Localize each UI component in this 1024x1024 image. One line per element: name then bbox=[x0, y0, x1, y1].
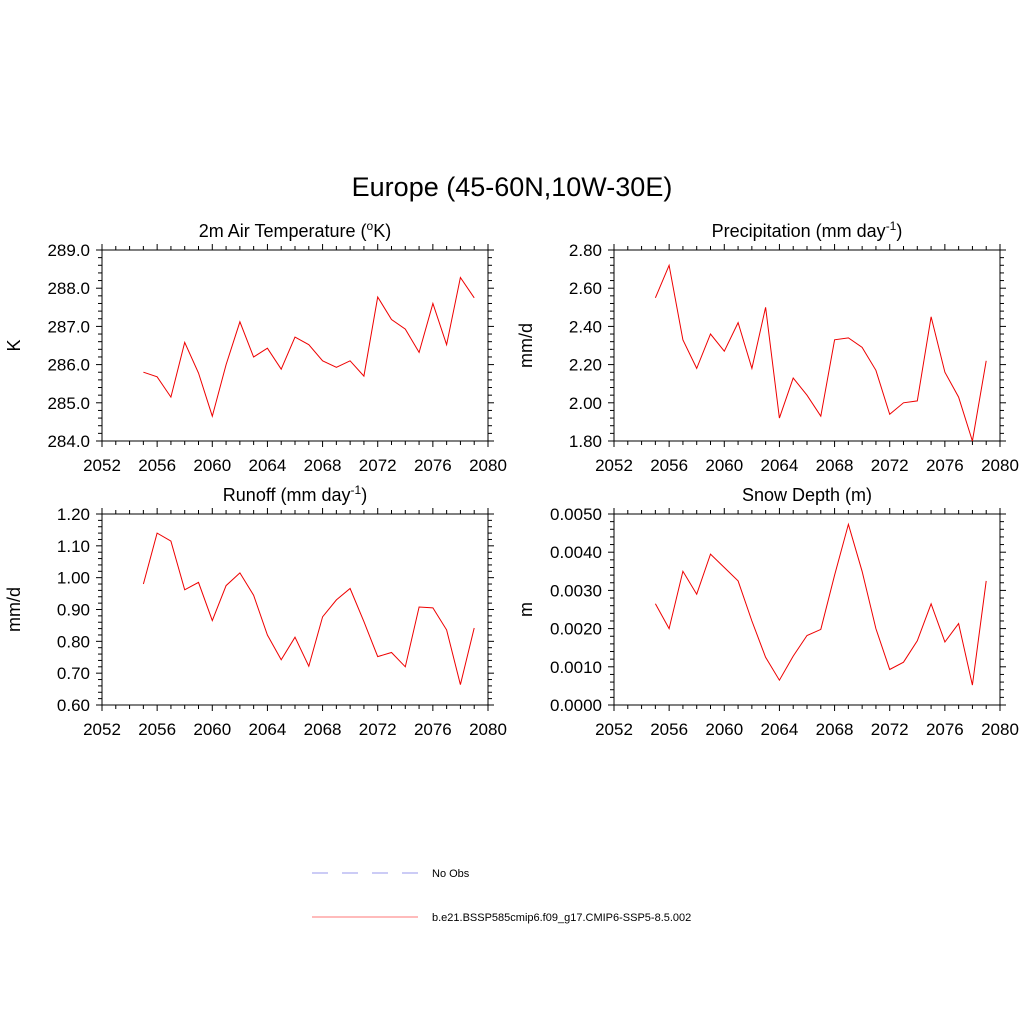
chart-3-ylabel: m bbox=[516, 602, 536, 617]
chart-1-xtick-label: 2064 bbox=[761, 456, 799, 475]
panel-precipitation: Precipitation (mm day-1) mm/d 2052 2056 2060… bbox=[516, 219, 1019, 475]
chart-3-title: Snow Depth (m) bbox=[742, 485, 872, 505]
chart-0-xtick-label: 2064 bbox=[249, 456, 287, 475]
panel-air-temperature: 2m Air Temperature (oK) K 2052 2056 2060 2064… bbox=[4, 219, 507, 475]
chart-1-ytick-label: 2.80 bbox=[569, 241, 602, 260]
chart-3-xtick-label: 2060 bbox=[705, 720, 743, 739]
chart-2-ytick-label: 1.20 bbox=[57, 505, 90, 524]
chart-2-xtick-label: 2076 bbox=[414, 720, 452, 739]
chart-2-ytick-label: 0.70 bbox=[57, 664, 90, 683]
chart-1-ylabel: mm/d bbox=[516, 323, 536, 368]
chart-1-title-main: Precipitation (mm day bbox=[712, 221, 886, 241]
chart-0-title-main: 2m Air Temperature ( bbox=[199, 221, 367, 241]
chart-2-ytick-label: 0.60 bbox=[57, 696, 90, 715]
chart-2-ytick-label: 0.90 bbox=[57, 601, 90, 620]
chart-0-xtick-label: 2060 bbox=[193, 456, 231, 475]
chart-2-xtick-label: 2068 bbox=[304, 720, 342, 739]
chart-3-series-line bbox=[654, 522, 987, 686]
chart-0-title-sup: o bbox=[367, 219, 374, 233]
chart-2-xtick-label: 2060 bbox=[193, 720, 231, 739]
chart-2-xtick-label: 2072 bbox=[359, 720, 397, 739]
chart-0-ytick-label: 287.0 bbox=[47, 317, 90, 336]
chart-3-ytick-label: 0.0030 bbox=[550, 581, 602, 600]
legend: No Obs b.e21.BSSP585cmip6.f09_g17.CMIP6-S… bbox=[312, 868, 691, 924]
chart-1-title-end: ) bbox=[896, 221, 902, 241]
chart-1-xtick-label: 2060 bbox=[705, 456, 743, 475]
chart-1-ytick-label: 2.20 bbox=[569, 356, 602, 375]
chart-0-title-end: K) bbox=[373, 221, 391, 241]
chart-2-frame bbox=[101, 513, 489, 706]
chart-0-ytick-label: 285.0 bbox=[47, 394, 90, 413]
chart-2-title-end: ) bbox=[361, 485, 367, 505]
chart-3-title-main: Snow Depth (m) bbox=[742, 485, 872, 505]
chart-1-ytick-label: 2.60 bbox=[569, 279, 602, 298]
chart-3-xtick-label: 2068 bbox=[816, 720, 854, 739]
chart-1-ytick-label: 2.40 bbox=[569, 317, 602, 336]
chart-2-title-sup: -1 bbox=[351, 483, 362, 497]
chart-1-ytick-label: 2.00 bbox=[569, 394, 602, 413]
figure-title: Europe (45-60N,10W-30E) bbox=[352, 172, 673, 202]
chart-2-ylabel: mm/d bbox=[4, 587, 24, 632]
chart-2-xtick-label: 2056 bbox=[138, 720, 176, 739]
chart-1-xtick-label: 2068 bbox=[816, 456, 854, 475]
chart-0-ytick-label: 284.0 bbox=[47, 432, 90, 451]
chart-2-xtick-label: 2080 bbox=[469, 720, 507, 739]
chart-0-xtick-label: 2052 bbox=[83, 456, 121, 475]
chart-1-ytick-label: 1.80 bbox=[569, 432, 602, 451]
chart-2-xtick-label: 2064 bbox=[249, 720, 287, 739]
chart-2-xtick-label: 2052 bbox=[83, 720, 121, 739]
panel-runoff: Runoff (mm day-1) mm/d 2052 2056 2060 2064 206… bbox=[4, 483, 507, 739]
legend-label-0: No Obs bbox=[432, 868, 470, 880]
chart-3-ytick-label: 0.0050 bbox=[550, 505, 602, 524]
chart-0-ylabel: K bbox=[4, 339, 24, 351]
chart-1-series-line bbox=[654, 263, 987, 442]
chart-3-xtick-label: 2072 bbox=[871, 720, 909, 739]
chart-0-xtick-label: 2056 bbox=[138, 456, 176, 475]
chart-2-ytick-label: 1.00 bbox=[57, 569, 90, 588]
chart-3-xtick-label: 2056 bbox=[650, 720, 688, 739]
chart-3-frame bbox=[613, 513, 1001, 706]
chart-3-xtick-label: 2064 bbox=[761, 720, 799, 739]
chart-1-title: Precipitation (mm day-1) bbox=[712, 219, 903, 241]
chart-1-xtick-label: 2076 bbox=[926, 456, 964, 475]
chart-0-ytick-label: 288.0 bbox=[47, 279, 90, 298]
legend-label-1: b.e21.BSSP585cmip6.f09_g17.CMIP6-SSP5-8.… bbox=[432, 912, 691, 924]
chart-2-title-main: Runoff (mm day bbox=[223, 485, 351, 505]
chart-3-ytick-label: 0.0000 bbox=[550, 696, 602, 715]
chart-0-series-line bbox=[143, 276, 475, 418]
chart-0-ytick-label: 286.0 bbox=[47, 356, 90, 375]
chart-2-ytick-label: 1.10 bbox=[57, 537, 90, 556]
panel-snow-depth: Snow Depth (m) m 2052 2056 2060 2064 2068 2072 2… bbox=[516, 485, 1019, 739]
chart-3-xtick-label: 2076 bbox=[926, 720, 964, 739]
chart-1-xtick-label: 2056 bbox=[650, 456, 688, 475]
chart-1-xtick-label: 2080 bbox=[981, 456, 1019, 475]
chart-0-title: 2m Air Temperature (oK) bbox=[199, 219, 391, 241]
chart-3-xtick-label: 2080 bbox=[981, 720, 1019, 739]
chart-3-xtick-label: 2052 bbox=[595, 720, 633, 739]
chart-2-ytick-label: 0.80 bbox=[57, 632, 90, 651]
chart-3-ytick-label: 0.0040 bbox=[550, 543, 602, 562]
chart-1-xtick-label: 2052 bbox=[595, 456, 633, 475]
chart-0-frame bbox=[101, 249, 489, 442]
chart-0-xtick-label: 2080 bbox=[469, 456, 507, 475]
chart-1-title-sup: -1 bbox=[886, 219, 897, 233]
chart-0-ytick-label: 289.0 bbox=[47, 241, 90, 260]
chart-1-xtick-label: 2072 bbox=[871, 456, 909, 475]
chart-0-xtick-label: 2076 bbox=[414, 456, 452, 475]
chart-2-series-line bbox=[142, 532, 475, 685]
chart-3-ytick-label: 0.0020 bbox=[550, 620, 602, 639]
chart-2-title: Runoff (mm day-1) bbox=[223, 483, 367, 505]
chart-3-ytick-label: 0.0010 bbox=[550, 658, 602, 677]
chart-0-xtick-label: 2068 bbox=[304, 456, 342, 475]
chart-0-xtick-label: 2072 bbox=[359, 456, 397, 475]
